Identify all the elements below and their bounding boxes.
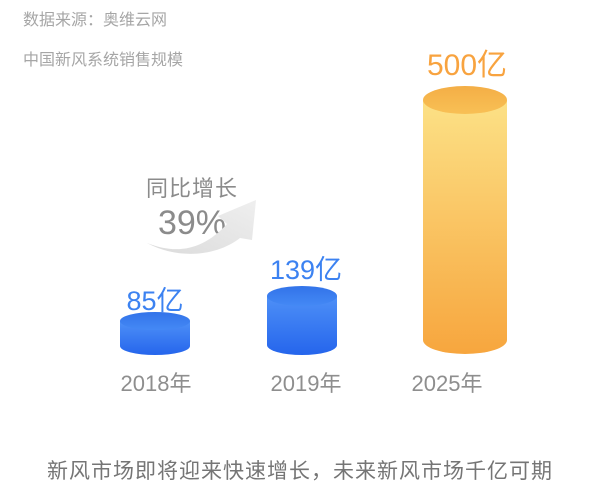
axis-label-2025: 2025年 xyxy=(411,371,483,396)
bar-2025 xyxy=(423,86,507,354)
caption: 新风市场即将迎来快速增长，未来新风市场千亿可期 xyxy=(47,460,553,483)
axis-label-2019: 2019年 xyxy=(270,371,342,396)
chart-title: 中国新风系统销售规模 xyxy=(23,52,184,69)
value-label-2025: 500亿 xyxy=(426,49,508,82)
data-source-label: 数据来源：奥维云网 xyxy=(23,12,168,29)
growth-arrow-icon xyxy=(147,200,256,254)
value-label-2019: 139亿 xyxy=(269,255,343,285)
value-label-2018: 85亿 xyxy=(126,286,184,316)
axis-label-2018: 2018年 xyxy=(120,371,192,396)
bar-2018 xyxy=(120,312,190,355)
bar-2019 xyxy=(267,286,337,355)
growth-annotation: 同比增长 39% xyxy=(118,171,266,243)
growth-annotation-label: 同比增长 xyxy=(145,176,238,201)
chart-header: 数据来源：奥维云网 中国新风系统销售规模 xyxy=(23,13,183,69)
